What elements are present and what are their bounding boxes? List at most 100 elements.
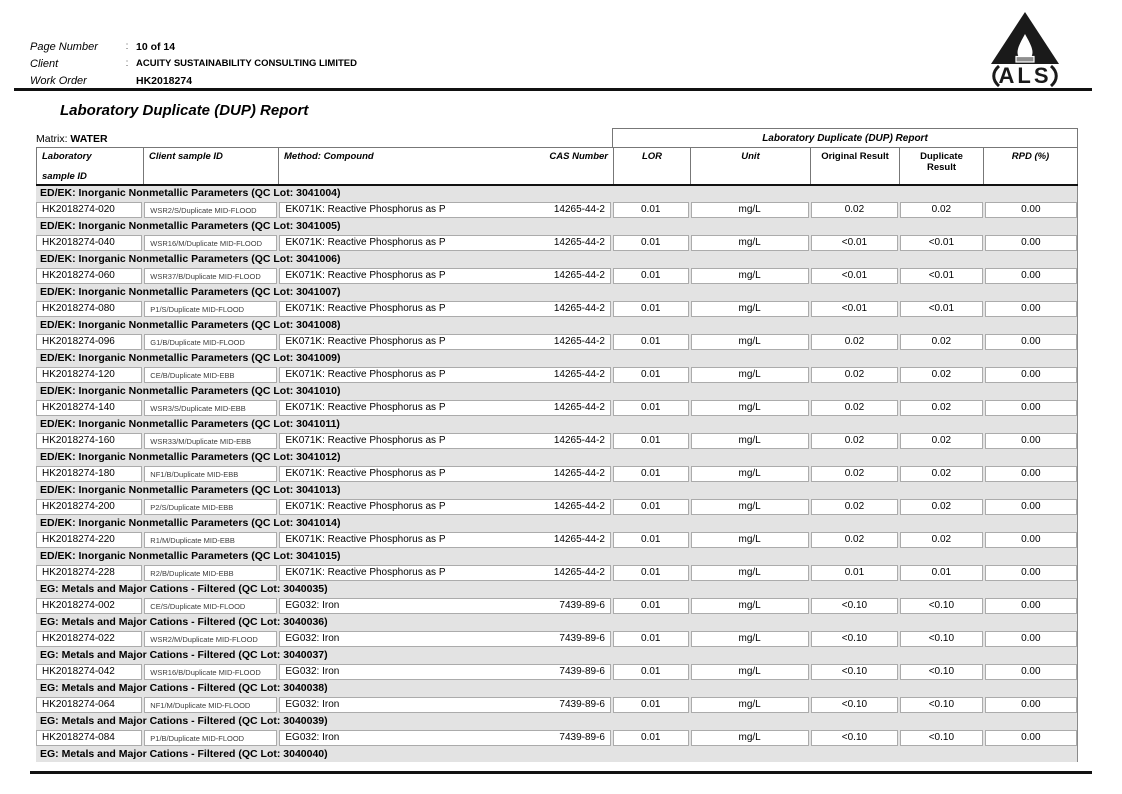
- cell-rpd: 0.00: [984, 400, 1077, 416]
- cell-original-result: <0.01: [810, 268, 899, 284]
- table-row: HK2018274-084 P1/B/Duplicate MID-FLOOD E…: [36, 729, 1077, 747]
- cell-client-sample-id: P1/S/Duplicate MID-FLOOD: [144, 301, 278, 317]
- cell-laboratory-sample-id: HK2018274-064: [36, 697, 143, 713]
- cell-duplicate-result: 0.02: [900, 499, 983, 515]
- col-label: sample ID: [42, 171, 87, 182]
- cell-laboratory-sample-id: HK2018274-140: [36, 400, 143, 416]
- cell-method-compound: EK071K: Reactive Phosphorus as P 14265-4…: [279, 400, 611, 416]
- cell-method: EK071K: Reactive Phosphorus as P: [285, 237, 446, 248]
- section-header: ED/EK: Inorganic Nonmetallic Parameters …: [36, 450, 1077, 465]
- section-header: ED/EK: Inorganic Nonmetallic Parameters …: [36, 516, 1077, 531]
- header-colon: :: [125, 41, 129, 52]
- cell-method-compound: EG032: Iron 7439-89-6: [279, 730, 611, 746]
- cell-client-sample-id: CE/B/Duplicate MID-EBB: [144, 367, 278, 383]
- header-colon: :: [125, 58, 129, 69]
- table-row: HK2018274-022 WSR2/M/Duplicate MID-FLOOD…: [36, 630, 1077, 648]
- cell-unit: mg/L: [690, 400, 809, 416]
- table-row: HK2018274-060 WSR37/B/Duplicate MID-FLOO…: [36, 267, 1077, 285]
- table-span-header: Laboratory Duplicate (DUP) Report: [612, 128, 1078, 147]
- cell-unit: mg/L: [690, 730, 809, 746]
- cell-lor: 0.01: [612, 730, 689, 746]
- cell-duplicate-result: <0.01: [900, 301, 983, 317]
- cell-rpd: 0.00: [984, 664, 1077, 680]
- cell-unit: mg/L: [690, 565, 809, 581]
- cell-cas-number: 7439-89-6: [559, 666, 605, 677]
- header-field-page-number: Page Number : 10 of 14: [30, 38, 357, 55]
- cell-laboratory-sample-id: HK2018274-228: [36, 565, 143, 581]
- footer-divider: [30, 771, 1092, 774]
- cell-rpd: 0.00: [984, 334, 1077, 350]
- cell-unit: mg/L: [690, 532, 809, 548]
- cell-cas-number: 7439-89-6: [559, 732, 605, 743]
- table-row: HK2018274-020 WSR2/S/Duplicate MID-FLOOD…: [36, 201, 1077, 219]
- cell-client-sample-id: WSR16/B/Duplicate MID-FLOOD: [144, 664, 278, 680]
- cell-original-result: 0.02: [810, 367, 899, 383]
- cell-client-sample-id: R1/M/Duplicate MID-EBB: [144, 532, 278, 548]
- cell-rpd: 0.00: [984, 499, 1077, 515]
- cell-method: EK071K: Reactive Phosphorus as P: [285, 369, 446, 380]
- cell-client-sample-id: WSR2/S/Duplicate MID-FLOOD: [144, 202, 278, 218]
- cell-method: EG032: Iron: [285, 699, 340, 710]
- table-row: HK2018274-120 CE/B/Duplicate MID-EBB EK0…: [36, 366, 1077, 384]
- cell-rpd: 0.00: [984, 466, 1077, 482]
- cell-method-compound: EK071K: Reactive Phosphorus as P 14265-4…: [279, 466, 611, 482]
- cell-laboratory-sample-id: HK2018274-096: [36, 334, 143, 350]
- cell-laboratory-sample-id: HK2018274-002: [36, 598, 143, 614]
- cell-unit: mg/L: [690, 268, 809, 284]
- section-title: ED/EK: Inorganic Nonmetallic Parameters …: [40, 484, 341, 496]
- cell-original-result: <0.10: [810, 631, 899, 647]
- table-row: HK2018274-200 P2/S/Duplicate MID-EBB EK0…: [36, 498, 1077, 516]
- cell-method-compound: EG032: Iron 7439-89-6: [279, 631, 611, 647]
- col-rpd: RPD (%): [984, 148, 1078, 184]
- section-title: ED/EK: Inorganic Nonmetallic Parameters …: [40, 253, 341, 265]
- cell-method: EG032: Iron: [285, 633, 340, 644]
- cell-duplicate-result: 0.02: [900, 433, 983, 449]
- table-row: HK2018274-080 P1/S/Duplicate MID-FLOOD E…: [36, 300, 1077, 318]
- cell-original-result: <0.10: [810, 697, 899, 713]
- header-field-client: Client : ACUITY SUSTAINABILITY CONSULTIN…: [30, 55, 357, 72]
- cell-rpd: 0.00: [984, 202, 1077, 218]
- cell-original-result: 0.02: [810, 202, 899, 218]
- section-header: EG: Metals and Major Cations - Filtered …: [36, 648, 1077, 663]
- cell-method-compound: EK071K: Reactive Phosphorus as P 14265-4…: [279, 235, 611, 251]
- section-header: EG: Metals and Major Cations - Filtered …: [36, 714, 1077, 729]
- cell-rpd: 0.00: [984, 697, 1077, 713]
- cell-duplicate-result: <0.10: [900, 598, 983, 614]
- cell-method-compound: EG032: Iron 7439-89-6: [279, 664, 611, 680]
- cell-laboratory-sample-id: HK2018274-160: [36, 433, 143, 449]
- cell-unit: mg/L: [690, 631, 809, 647]
- cell-rpd: 0.00: [984, 730, 1077, 746]
- cell-method: EK071K: Reactive Phosphorus as P: [285, 567, 446, 578]
- cell-duplicate-result: 0.02: [900, 466, 983, 482]
- cell-rpd: 0.00: [984, 235, 1077, 251]
- cell-cas-number: 14265-44-2: [553, 501, 605, 512]
- cell-lor: 0.01: [612, 631, 689, 647]
- col-duplicate-result: Duplicate Result: [900, 148, 984, 184]
- cell-unit: mg/L: [690, 367, 809, 383]
- cell-cas-number: 14265-44-2: [553, 369, 605, 380]
- cell-lor: 0.01: [612, 301, 689, 317]
- cell-method-compound: EG032: Iron 7439-89-6: [279, 697, 611, 713]
- cell-original-result: 0.02: [810, 499, 899, 515]
- section-header: ED/EK: Inorganic Nonmetallic Parameters …: [36, 318, 1077, 333]
- cell-unit: mg/L: [690, 466, 809, 482]
- col-cas-number: CAS Number: [549, 151, 608, 162]
- als-logo-icon: ALS: [991, 12, 1059, 88]
- cell-lor: 0.01: [612, 466, 689, 482]
- cell-unit: mg/L: [690, 697, 809, 713]
- cell-client-sample-id: CE/S/Duplicate MID-FLOOD: [144, 598, 278, 614]
- section-title: EG: Metals and Major Cations - Filtered …: [40, 583, 328, 595]
- header-value: 10 of 14: [136, 40, 176, 53]
- col-method-compound: Method: Compound CAS Number: [279, 148, 614, 184]
- section-header: ED/EK: Inorganic Nonmetallic Parameters …: [36, 417, 1077, 432]
- cell-laboratory-sample-id: HK2018274-060: [36, 268, 143, 284]
- cell-lor: 0.01: [612, 532, 689, 548]
- cell-method: EK071K: Reactive Phosphorus as P: [285, 336, 446, 347]
- cell-lor: 0.01: [612, 367, 689, 383]
- cell-cas-number: 7439-89-6: [559, 699, 605, 710]
- section-header: EG: Metals and Major Cations - Filtered …: [36, 681, 1077, 696]
- section-header: ED/EK: Inorganic Nonmetallic Parameters …: [36, 219, 1077, 234]
- cell-client-sample-id: WSR37/B/Duplicate MID-FLOOD: [144, 268, 278, 284]
- cell-cas-number: 14265-44-2: [553, 534, 605, 545]
- section-title: ED/EK: Inorganic Nonmetallic Parameters …: [40, 550, 341, 562]
